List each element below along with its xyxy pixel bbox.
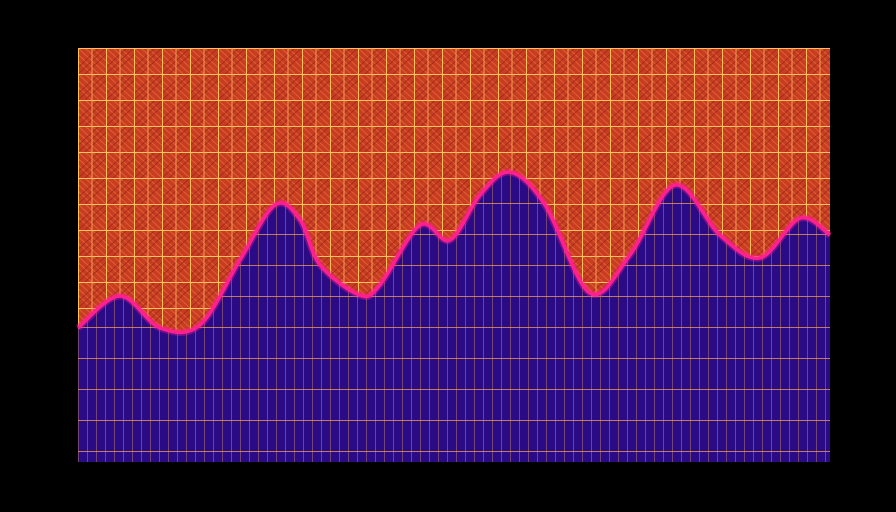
area <box>78 172 830 462</box>
line <box>76 170 832 335</box>
